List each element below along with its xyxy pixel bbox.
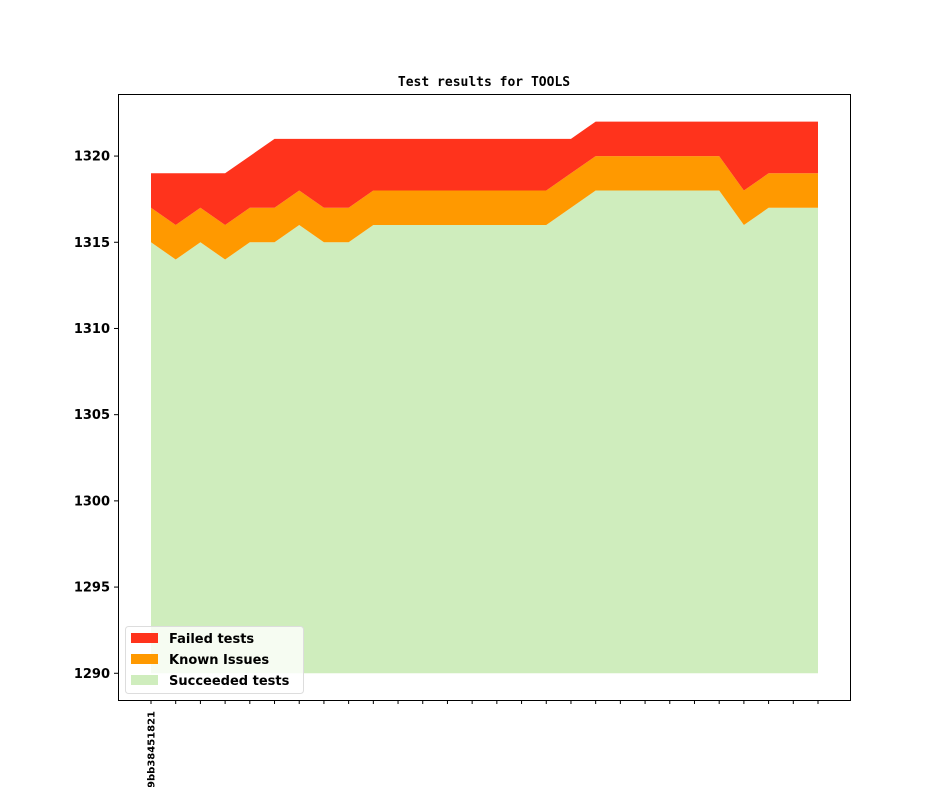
legend-label: Failed tests: [169, 632, 254, 647]
y-tick-label: 1320: [74, 150, 110, 165]
legend-box: [125, 626, 304, 694]
legend-swatch: [131, 654, 158, 664]
y-tick-label: 1300: [74, 494, 110, 509]
area-failed-tests: [151, 121, 818, 226]
plot-areas: [151, 121, 818, 674]
x-tick-label: 9bb38451821: [147, 711, 158, 787]
y-tick-label: 1290: [74, 667, 110, 682]
y-tick-label: 1310: [74, 322, 110, 337]
y-tick-label: 1295: [74, 581, 110, 596]
legend-label: Succeeded tests: [169, 674, 290, 689]
legend-label: Known Issues: [169, 653, 269, 668]
y-tick-label: 1315: [74, 236, 110, 251]
y-tick-label: 1305: [74, 408, 110, 423]
plot-frame: [118, 94, 851, 701]
x-axis: 9bb38451821: [147, 700, 819, 788]
chart-title: Test results for TOOLS: [398, 75, 570, 90]
legend: Failed tests Known Issues Succeeded tests: [125, 626, 304, 694]
legend-swatch: [131, 675, 158, 685]
area-succeeded-tests: [151, 190, 818, 674]
y-axis: 1290 1295 1300 1305 1310 1315 1320: [74, 150, 118, 682]
area-known-issues: [151, 156, 818, 260]
legend-swatch: [131, 633, 158, 643]
